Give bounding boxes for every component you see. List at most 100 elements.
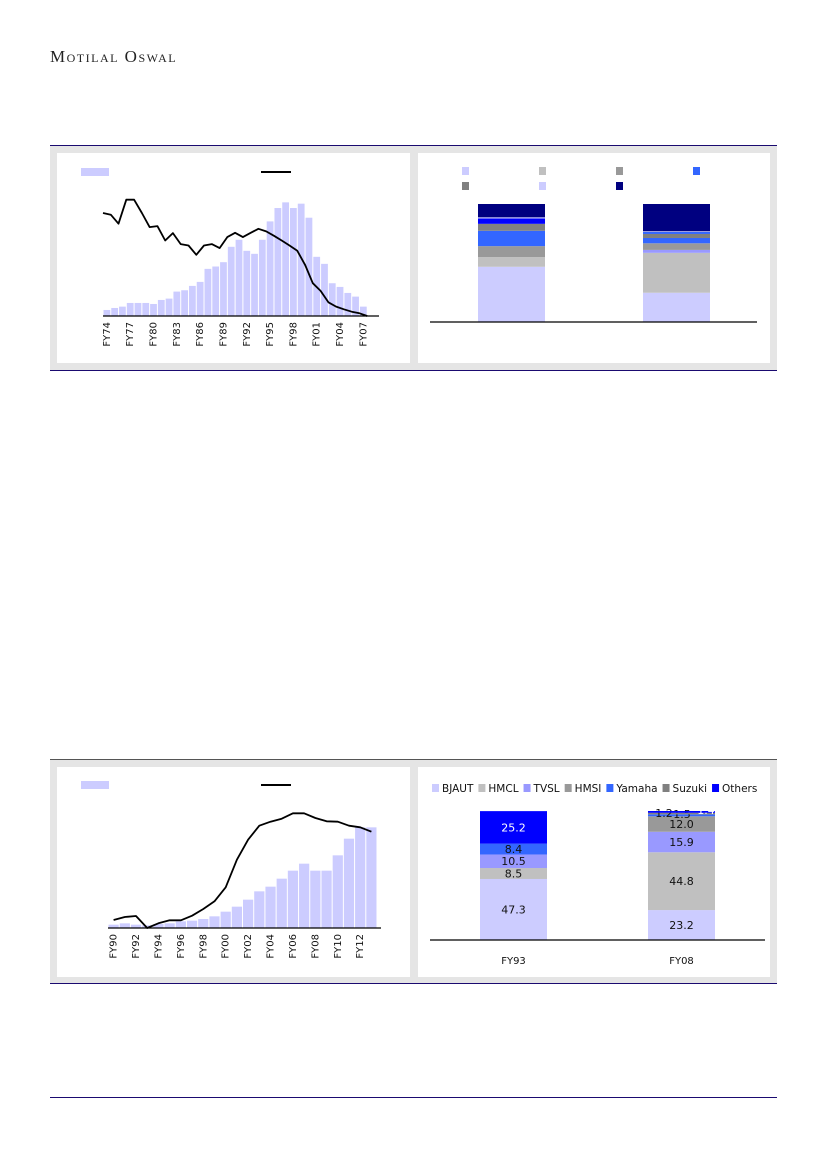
segment-hmcl-FY08: [648, 852, 715, 911]
bar-FY01: [231, 906, 242, 928]
legend-swatch-4: [693, 167, 700, 175]
bar-FY84: [181, 290, 188, 316]
legend-swatch-6: [539, 182, 546, 190]
data-label-hmcl-FY08: 44.8: [669, 875, 694, 888]
stack-segment: [643, 231, 710, 232]
bar-FY13: [366, 827, 377, 928]
bar-FY99: [209, 916, 220, 928]
segment-tvsl-FY93: [480, 854, 547, 869]
legend-swatch-hmcl: [478, 784, 486, 792]
bar-FY91: [235, 239, 243, 316]
data-label-others-FY93: 25.2: [501, 821, 526, 834]
stack-segment: [643, 252, 710, 293]
segment-yamaha-FY93: [480, 843, 547, 855]
stacked-bar-chart-2: BJAUT HMCL TVSL HMSI Yamaha Suzuki Others 47.3 8…: [430, 783, 765, 967]
tick-label-FY12: FY12: [355, 934, 366, 959]
tick-label-FY92: FY92: [131, 934, 142, 959]
tick-label-FY95: FY95: [265, 322, 276, 347]
bar-FY94: [258, 239, 266, 316]
bar-FY96: [175, 921, 186, 928]
bar-FY94: [153, 924, 164, 928]
chart-panel-4: BJAUT HMCL TVSL HMSI Yamaha Suzuki Others 47.3 8…: [418, 767, 770, 977]
bar-FY76: [119, 306, 126, 316]
legend-bar-swatch: [81, 781, 109, 789]
segment-suzuki-FY08: [648, 812, 715, 815]
stack-segment: [478, 230, 545, 247]
data-label-suzuki-FY08: 1.2: [655, 807, 673, 820]
tick-label-FY07: FY07: [358, 322, 369, 347]
stack-segment: [478, 257, 545, 267]
segment-hmcl-FY93: [480, 868, 547, 879]
bar-FY95: [266, 221, 274, 316]
legend-label-yamaha: Yamaha: [615, 783, 657, 795]
category-label-FY08: FY08: [669, 956, 694, 967]
legend-label-suzuki: Suzuki: [673, 783, 707, 795]
legend-swatch-hmsi: [564, 784, 572, 792]
tick-label-FY94: FY94: [153, 934, 164, 959]
legend-swatch-1: [462, 167, 469, 175]
bar-FY11: [343, 838, 355, 928]
tick-label-FY86: FY86: [195, 322, 206, 347]
bar-FY78: [134, 302, 142, 316]
bar-FY06: [352, 296, 359, 316]
bar-FY10: [332, 855, 343, 928]
stack-segment: [478, 223, 545, 231]
bar-FY87: [204, 268, 212, 316]
bar-FY97: [282, 202, 290, 316]
legend-swatch-5: [462, 182, 469, 190]
tick-label-FY77: FY77: [125, 322, 136, 347]
tick-label-FY04: FY04: [335, 322, 346, 347]
tick-label-FY89: FY89: [218, 322, 229, 347]
bar-FY02: [243, 899, 254, 928]
data-label-yamaha-FY08: 1.5: [673, 808, 691, 821]
exhibit-frame-1: FY74 FY77 FY80 FY83 FY86 FY89 FY92 FY95 FY98 FY01…: [50, 146, 777, 370]
data-label-bjaut-FY08: 23.2: [669, 919, 694, 932]
bar-FY77: [126, 302, 134, 316]
bar-FY93: [142, 925, 153, 928]
tick-label-FY98: FY98: [288, 322, 299, 347]
legend-swatch-tvsl: [523, 784, 531, 792]
bar-FY89: [220, 262, 227, 316]
legend-bar-swatch: [81, 168, 109, 176]
tick-label-FY00: FY00: [221, 934, 232, 959]
category-label-FY93: FY93: [501, 956, 526, 967]
legend-swatch-2: [539, 167, 546, 175]
bar-FY81: [157, 299, 165, 316]
stack-segment: [478, 246, 545, 258]
stack-segment: [478, 204, 545, 218]
legend-swatch-3: [616, 167, 623, 175]
bar-FY80: [150, 303, 157, 316]
bar-FY90: [108, 924, 119, 928]
segment-bjaut-FY08: [648, 910, 715, 940]
stack-segment: [478, 217, 545, 219]
bar-FY05: [344, 292, 352, 316]
bar-FY05: [276, 878, 287, 928]
bar-FY83: [173, 291, 181, 316]
tick-label-FY98: FY98: [198, 934, 209, 959]
data-label-bjaut-FY93: 47.3: [501, 903, 526, 916]
top-rule: [50, 145, 777, 146]
bar-FY04: [336, 286, 344, 316]
stack-segment: [643, 204, 710, 232]
bar-FY00: [305, 217, 313, 316]
bar-FY99: [297, 203, 305, 316]
bar-FY92: [130, 924, 142, 928]
bar-FY90: [227, 246, 235, 316]
legend-swatch-yamaha: [606, 784, 614, 792]
legend-swatch-suzuki: [662, 784, 670, 792]
legend-label-hmcl: HMCL: [488, 783, 518, 795]
tick-label-FY90: FY90: [109, 934, 120, 959]
segment-yamaha-FY08: [648, 814, 715, 817]
bar-FY92: [243, 250, 251, 316]
bar-FY95: [164, 923, 175, 928]
tick-label-FY96: FY96: [176, 934, 187, 959]
segment-others-FY08: [648, 811, 715, 813]
bar-FY09: [321, 870, 332, 928]
chart-panel-2: [418, 153, 770, 363]
segment-hmsi-FY08: [648, 816, 715, 832]
bar-FY85: [188, 285, 196, 316]
data-label-hmcl-FY93: 8.5: [505, 868, 523, 881]
bar-FY04: [265, 886, 276, 928]
tick-label-FY74: FY74: [102, 322, 113, 347]
legend-label-others: Others: [722, 783, 757, 795]
